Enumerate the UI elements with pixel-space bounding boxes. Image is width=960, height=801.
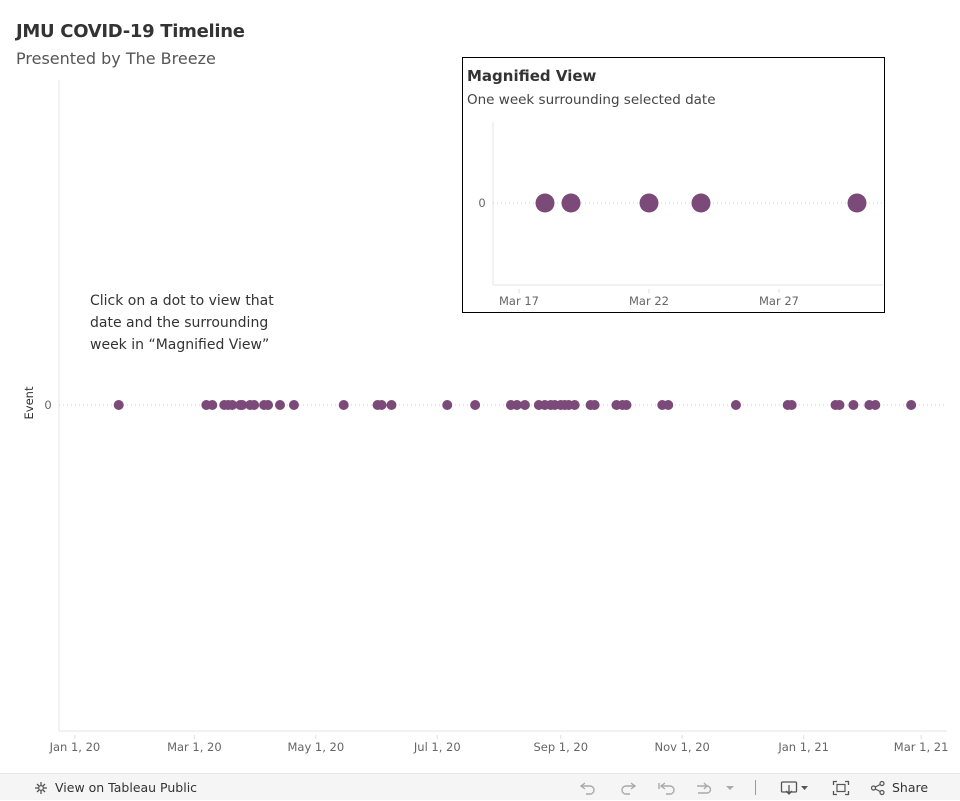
share-label: Share: [892, 780, 929, 795]
x-tick-label: Jan 1, 20: [49, 740, 101, 754]
event-dot[interactable]: [569, 400, 580, 410]
event-dot[interactable]: [338, 400, 349, 410]
undo-button[interactable]: [579, 774, 597, 801]
forward-icon: [695, 780, 713, 796]
mag-y-tick-label: 0: [478, 196, 485, 210]
x-tick-label: Sep 1, 20: [533, 740, 588, 754]
event-dot[interactable]: [511, 400, 522, 410]
x-tick-label: Mar 22: [629, 294, 669, 308]
event-dot[interactable]: [263, 400, 274, 410]
x-tick-label: Jan 1, 21: [777, 740, 829, 754]
event-dot[interactable]: [275, 400, 286, 410]
x-tick-label: Nov 1, 20: [655, 740, 710, 754]
event-dot[interactable]: [834, 400, 845, 410]
revert-icon: [657, 780, 677, 796]
event-dot[interactable]: [561, 193, 581, 213]
tableau-icon: [33, 780, 49, 796]
event-dot[interactable]: [848, 400, 859, 410]
history-dropdown-button[interactable]: [725, 774, 735, 801]
event-dot[interactable]: [376, 400, 387, 410]
event-dot[interactable]: [663, 400, 674, 410]
event-dot[interactable]: [691, 193, 711, 213]
event-dot[interactable]: [386, 400, 397, 410]
x-tick-label: Mar 1, 21: [894, 740, 949, 754]
event-dot[interactable]: [786, 400, 797, 410]
undo-icon: [579, 780, 597, 796]
magnified-chart: 0 Mar 17 Mar 22 Mar 27: [478, 122, 883, 308]
event-dot[interactable]: [113, 400, 124, 410]
redo-icon: [619, 780, 637, 796]
magnified-subtitle: One week surrounding selected date: [467, 92, 716, 108]
magnified-view-panel: Magnified View One week surrounding sele…: [462, 57, 885, 313]
tableau-toolbar: View on Tableau Public: [0, 773, 960, 800]
dropdown-icon: [725, 780, 735, 796]
forward-button[interactable]: [695, 774, 713, 801]
event-dot[interactable]: [730, 400, 741, 410]
event-dot[interactable]: [207, 400, 218, 410]
toolbar-divider: [755, 780, 756, 795]
instruction-annotation: Click on a dot to view that date and the…: [90, 293, 274, 353]
view-on-tableau-label: View on Tableau Public: [55, 780, 198, 795]
event-dot[interactable]: [639, 193, 659, 213]
y-axis-label: Event: [22, 386, 36, 419]
event-dot[interactable]: [288, 400, 299, 410]
x-tick-label: Mar 27: [759, 294, 799, 308]
event-dot[interactable]: [870, 400, 881, 410]
share-button[interactable]: Share: [870, 774, 928, 801]
x-tick-label: May 1, 20: [287, 740, 344, 754]
event-dot[interactable]: [442, 400, 453, 410]
page-subtitle: Presented by The Breeze: [16, 49, 216, 68]
download-icon: [780, 780, 808, 796]
event-dot[interactable]: [906, 400, 917, 410]
event-dot[interactable]: [249, 400, 260, 410]
redo-button[interactable]: [619, 774, 637, 801]
event-dot[interactable]: [519, 400, 530, 410]
main-timeline-chart: Event 0 Jan 1, 20 Mar 1, 20 May 1, 20 Jul 1…: [22, 80, 949, 754]
view-on-tableau-button[interactable]: View on Tableau Public: [33, 774, 197, 801]
event-dot[interactable]: [621, 400, 632, 410]
x-tick-label: Jul 1, 20: [413, 740, 461, 754]
event-dot[interactable]: [237, 400, 248, 410]
event-dot[interactable]: [227, 400, 238, 410]
event-dot[interactable]: [470, 400, 481, 410]
fullscreen-icon: [832, 780, 850, 796]
event-dot[interactable]: [535, 193, 555, 213]
x-tick-label: Mar 17: [499, 294, 539, 308]
y-tick-label: 0: [44, 398, 51, 412]
share-icon: [870, 780, 886, 796]
event-dot[interactable]: [589, 400, 600, 410]
download-button[interactable]: [780, 774, 808, 801]
x-tick-label: Mar 1, 20: [167, 740, 222, 754]
revert-button[interactable]: [657, 774, 677, 801]
page-title: JMU COVID-19 Timeline: [16, 21, 245, 42]
event-dot[interactable]: [847, 193, 867, 213]
magnified-title: Magnified View: [467, 67, 597, 85]
fullscreen-button[interactable]: [832, 774, 850, 801]
